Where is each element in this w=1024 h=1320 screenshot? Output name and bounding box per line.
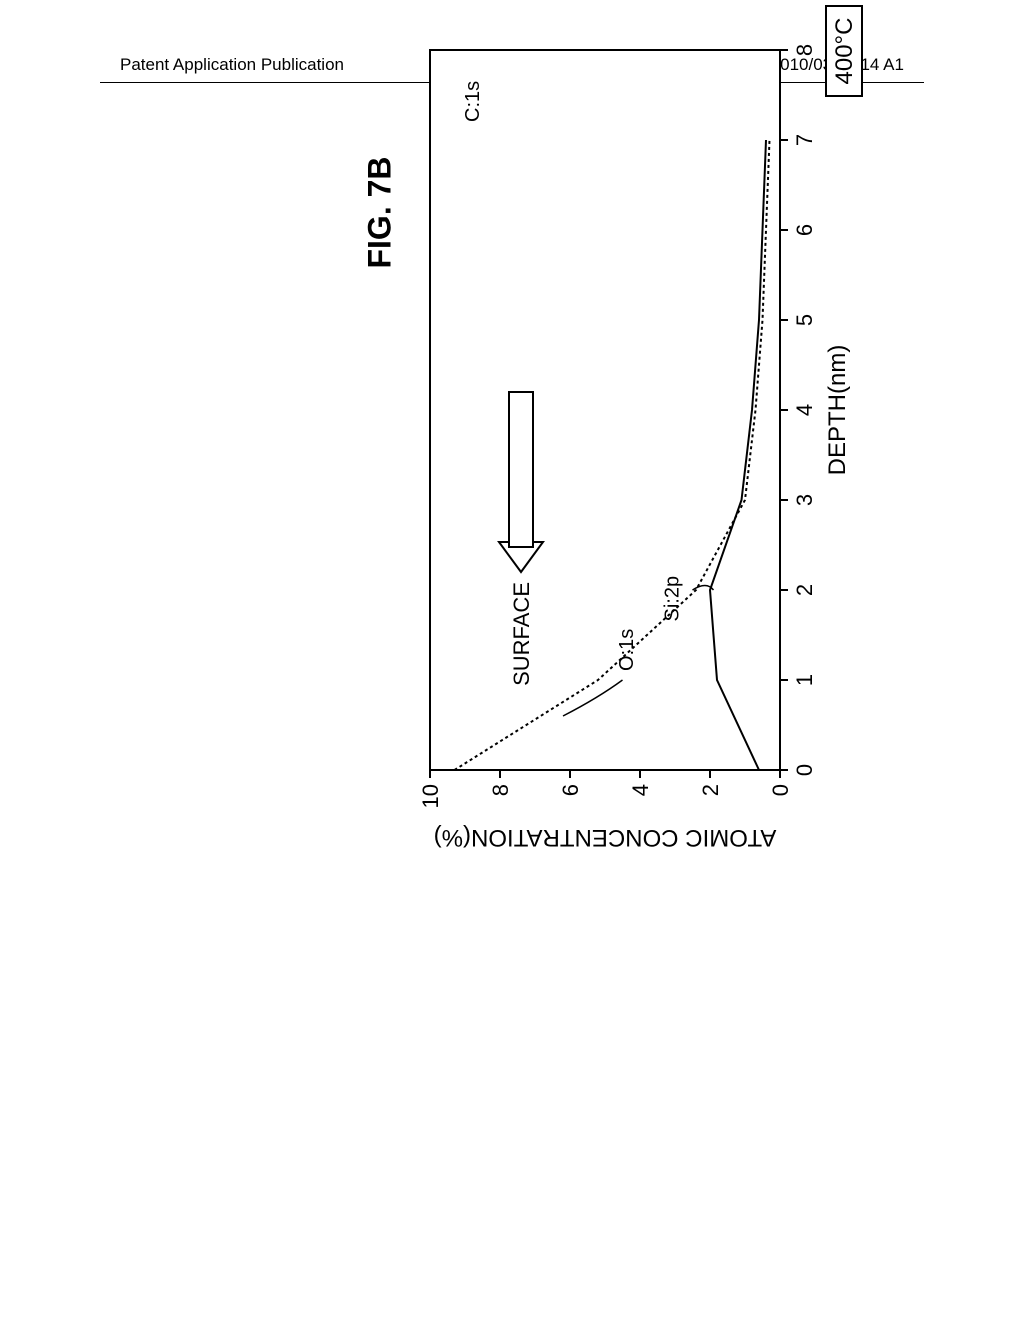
- svg-text:O:1s: O:1s: [616, 629, 638, 671]
- chart-wrapper: 0123456780246810DEPTH(nm)ATOMIC CONCENTR…: [200, 210, 1024, 630]
- header-left: Patent Application Publication: [120, 55, 344, 75]
- svg-text:10: 10: [418, 784, 443, 808]
- svg-text:6: 6: [792, 224, 817, 236]
- svg-text:Si:2p: Si:2p: [662, 576, 684, 622]
- svg-text:C:1s: C:1s: [462, 81, 484, 122]
- svg-text:DEPTH(nm): DEPTH(nm): [824, 345, 851, 476]
- svg-text:2: 2: [698, 784, 723, 796]
- svg-text:0: 0: [768, 784, 793, 796]
- svg-text:0: 0: [792, 764, 817, 776]
- svg-text:4: 4: [792, 404, 817, 416]
- depth-concentration-chart: 0 1 2 3 4 5 6 7 8 0 2 4 6 8 10 DEPTH(nm) ATOMIC CONCENTR…: [400, 0, 880, 870]
- svg-text:4: 4: [628, 784, 653, 796]
- svg-text:5: 5: [792, 314, 817, 326]
- svg-text:6: 6: [558, 784, 583, 796]
- svg-text:400°C: 400°C: [831, 18, 858, 85]
- svg-text:SURFACE: SURFACE: [509, 582, 534, 686]
- svg-text:2: 2: [792, 584, 817, 596]
- svg-text:ATOMIC CONCENTRATION(%): ATOMIC CONCENTRATION(%): [434, 824, 777, 851]
- svg-text:7: 7: [792, 134, 817, 146]
- svg-text:1: 1: [792, 674, 817, 686]
- svg-text:8: 8: [488, 784, 513, 796]
- svg-text:8: 8: [792, 44, 817, 56]
- svg-text:3: 3: [792, 494, 817, 506]
